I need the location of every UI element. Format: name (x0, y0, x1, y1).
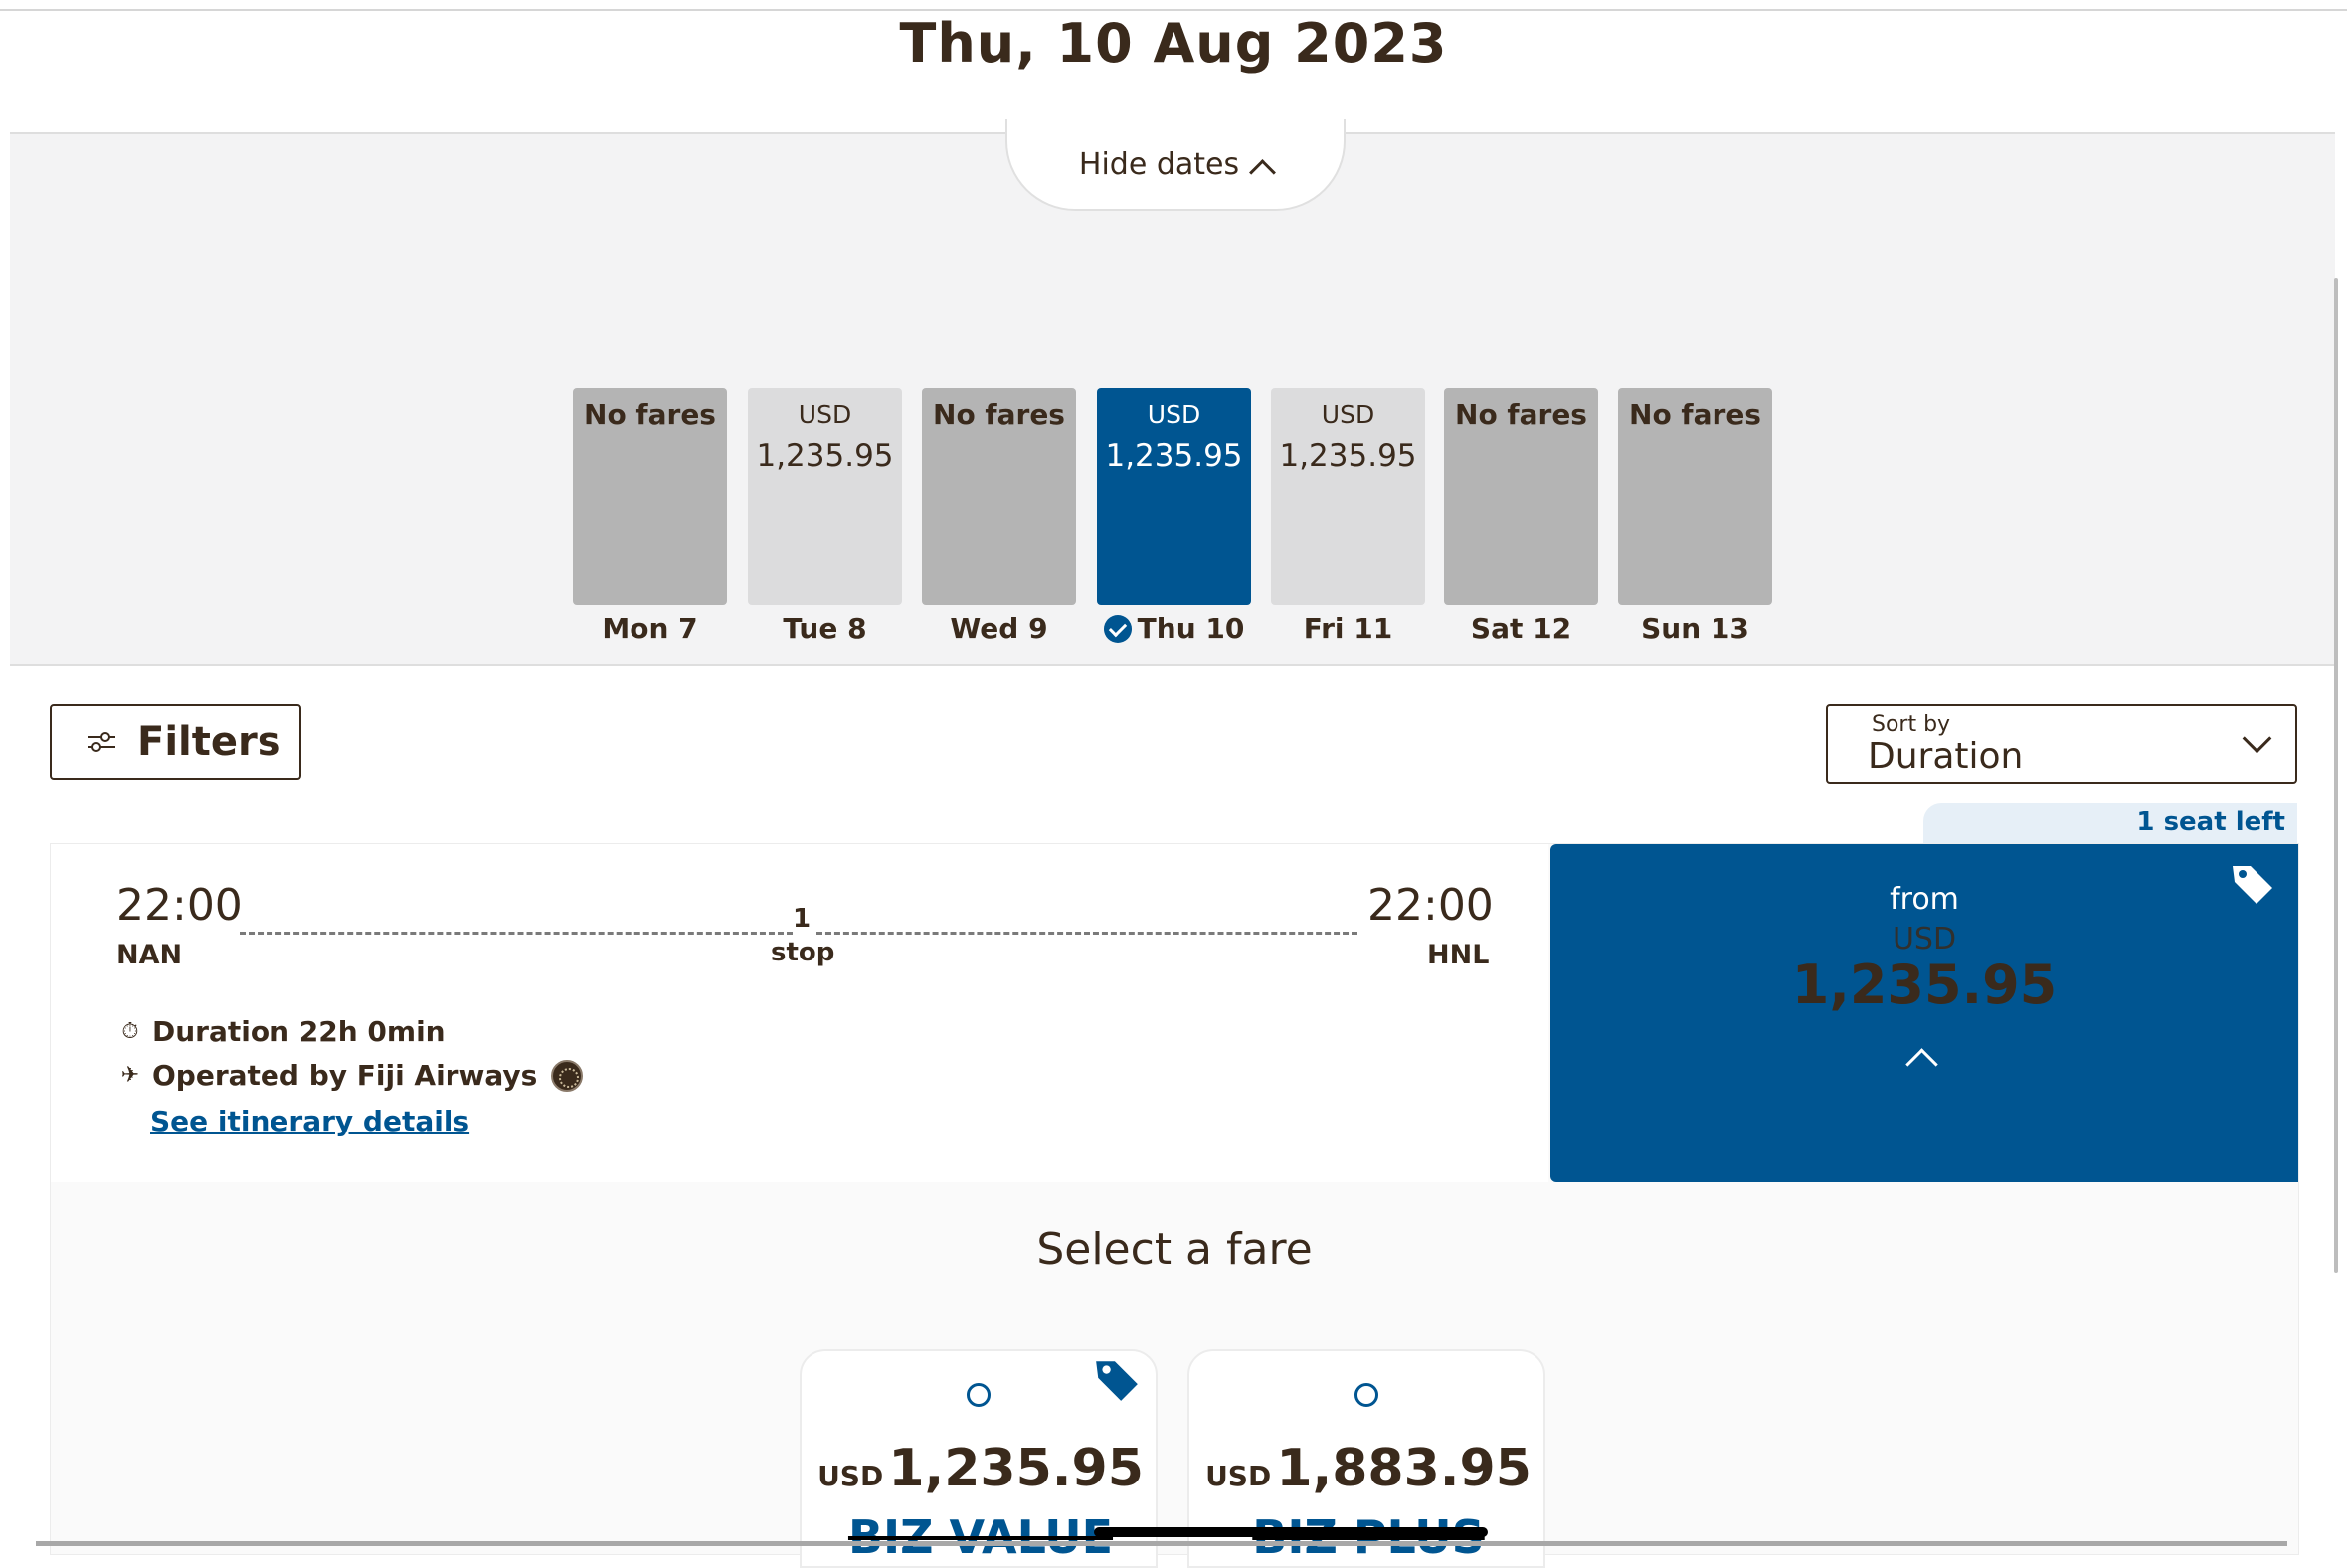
hide-dates-button[interactable]: Hide dates (1005, 119, 1346, 211)
day-bar-sun-13: No fares (1618, 388, 1772, 605)
price-tag-icon (1096, 1361, 1138, 1401)
radio-icon[interactable] (967, 1383, 991, 1407)
page-title-date: Thu, 10 Aug 2023 (899, 12, 1448, 75)
stops-count: 1 (793, 904, 812, 934)
day-label-text: Tue 8 (783, 612, 867, 645)
chevron-down-icon (2242, 723, 2272, 754)
chevron-up-icon (1905, 1048, 1938, 1081)
no-fares-label: No fares (584, 398, 716, 431)
fare-name: BIZ VALUE (847, 1510, 1114, 1564)
sort-by-select[interactable]: Sort by Duration (1826, 704, 2297, 784)
fare-amount: 1,883.95 (1276, 1439, 1532, 1498)
fare-currency: USD (817, 1460, 884, 1492)
select-fare-title: Select a fare (1036, 1224, 1313, 1275)
route-line-right (816, 932, 1357, 935)
fare-amount: 1,235.95 (888, 1439, 1144, 1498)
day-label-text: Sun 13 (1641, 612, 1749, 645)
strikethrough-bar (1094, 1527, 1488, 1537)
day-bar-fri-11[interactable]: USD 1,235.95 (1271, 388, 1425, 605)
day-label-mon-7: Mon 7 (573, 612, 727, 645)
flight-card: 22:00 NAN 1 stop 22:00 HNL ⏱ Duration 22… (50, 843, 2299, 1568)
departure-time: 22:00 (116, 880, 243, 931)
route-line-left (240, 932, 793, 935)
sort-by-value: Duration (1868, 736, 2024, 777)
day-label-sat-12: Sat 12 (1444, 612, 1598, 645)
day-amount: 1,235.95 (1105, 438, 1243, 474)
day-label-text: Fri 11 (1303, 612, 1393, 645)
sort-by-caption: Sort by (1872, 712, 1951, 737)
fare-currency: USD (1205, 1460, 1272, 1492)
day-amount: 1,235.95 (756, 438, 894, 474)
fare-price: USD 1,235.95 (802, 1439, 1160, 1498)
day-currency: USD (1321, 400, 1375, 429)
stopwatch-icon: ⏱ (121, 1019, 139, 1044)
radio-icon[interactable] (1354, 1383, 1378, 1407)
day-currency: USD (798, 400, 852, 429)
day-label-fri-11[interactable]: Fri 11 (1271, 612, 1425, 645)
arrival-airport: HNL (1427, 940, 1490, 970)
seats-left-badge: 1 seat left (1923, 803, 2297, 843)
day-bar-tue-8[interactable]: USD 1,235.95 (748, 388, 902, 605)
day-bar-wed-9: No fares (922, 388, 1076, 605)
price-from-label: from (1890, 882, 1959, 917)
day-label-text: Mon 7 (602, 612, 698, 645)
arrival-time: 22:00 (1367, 880, 1494, 931)
no-fares-label: No fares (1629, 398, 1761, 431)
price-panel-button[interactable]: from USD 1,235.95 (1550, 844, 2298, 1182)
day-label-wed-9: Wed 9 (922, 612, 1076, 645)
day-label-tue-8[interactable]: Tue 8 (748, 612, 902, 645)
departure-airport: NAN (116, 940, 183, 970)
filter-sliders-icon (88, 732, 115, 752)
price-currency: USD (1892, 922, 1957, 957)
top-divider (0, 9, 2347, 11)
no-fares-label: No fares (1455, 398, 1587, 431)
stops-label: stop (771, 938, 835, 967)
bottom-scroll-indicator (36, 1541, 2287, 1546)
duration-row: ⏱ Duration 22h 0min (118, 1015, 446, 1048)
see-itinerary-link[interactable]: See itinerary details (150, 1105, 470, 1137)
price-tag-icon (2233, 866, 2272, 904)
airline-logo-icon (551, 1059, 584, 1092)
day-bar-mon-7: No fares (573, 388, 727, 605)
day-amount: 1,235.95 (1279, 438, 1417, 474)
filters-label: Filters (137, 719, 281, 765)
no-fares-label: No fares (933, 398, 1065, 431)
day-label-text: Thu 10 (1137, 612, 1245, 645)
day-label-text: Sat 12 (1470, 612, 1572, 645)
fare-name: BIZ PLUS (1252, 1510, 1485, 1564)
operator-text: Operated by Fiji Airways (152, 1059, 538, 1092)
operator-row: ✈ Operated by Fiji Airways (118, 1059, 584, 1092)
day-bar-thu-10-selected[interactable]: USD 1,235.95 (1097, 388, 1251, 605)
airplane-icon: ✈ (120, 1063, 140, 1088)
day-label-text: Wed 9 (950, 612, 1048, 645)
duration-text: Duration 22h 0min (152, 1015, 446, 1048)
day-label-thu-10[interactable]: Thu 10 (1097, 612, 1251, 645)
day-currency: USD (1147, 400, 1201, 429)
hide-dates-label: Hide dates (1078, 146, 1240, 182)
check-circle-icon (1103, 614, 1132, 643)
day-bar-sat-12: No fares (1444, 388, 1598, 605)
flight-summary[interactable]: 22:00 NAN 1 stop 22:00 HNL ⏱ Duration 22… (51, 844, 1548, 1182)
vertical-scrollbar[interactable] (2334, 278, 2338, 1273)
fare-price: USD 1,883.95 (1189, 1439, 1547, 1498)
price-amount: 1,235.95 (1791, 954, 2058, 1016)
filters-button[interactable]: Filters (50, 704, 301, 780)
day-label-sun-13: Sun 13 (1618, 612, 1772, 645)
chevron-up-icon (1249, 158, 1277, 186)
